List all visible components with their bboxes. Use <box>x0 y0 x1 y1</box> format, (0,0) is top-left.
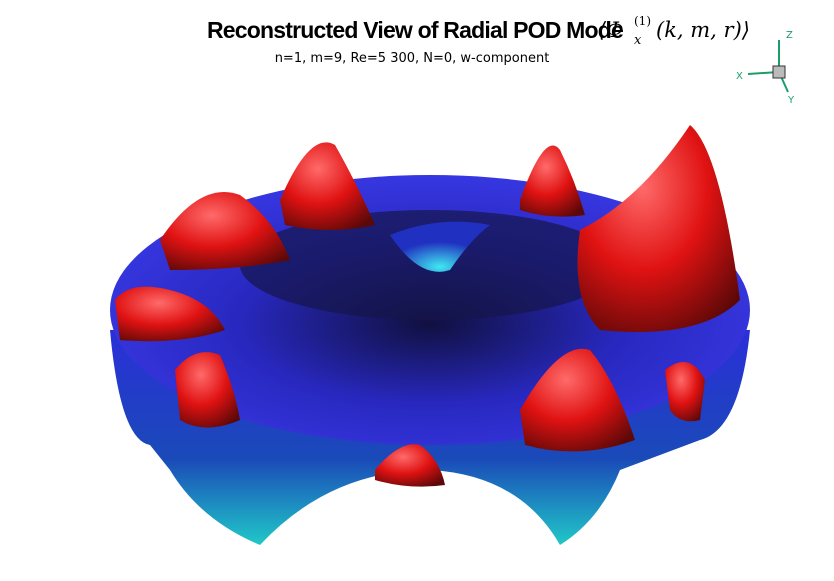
axes-triad: Z X Y <box>736 30 795 106</box>
title-math-sub: x <box>634 33 642 48</box>
triad-x-label: X <box>736 71 743 82</box>
peak <box>115 286 225 342</box>
peak <box>665 362 705 422</box>
header: Reconstructed View of Radial POD Mode ⟨Φ… <box>207 14 750 66</box>
title: Reconstructed View of Radial POD Mode <box>207 17 623 43</box>
peak <box>577 125 740 332</box>
title-math-sup: (1) <box>634 14 651 28</box>
triad-y-label: Y <box>787 95 795 106</box>
surface-dip <box>390 221 490 272</box>
title-math: ⟨Φ <box>598 18 623 42</box>
title-math-args: (k, m, r)⟩ <box>656 18 750 42</box>
triad-z-label: Z <box>786 30 793 41</box>
surface <box>110 125 750 545</box>
subtitle: n=1, m=9, Re=5 300, N=0, w-component <box>275 51 550 66</box>
peak <box>280 142 375 230</box>
peak <box>375 444 445 487</box>
peak <box>160 192 290 270</box>
peak <box>175 352 240 428</box>
peak <box>520 145 585 217</box>
triad-cube <box>772 65 786 79</box>
peak <box>520 348 635 452</box>
